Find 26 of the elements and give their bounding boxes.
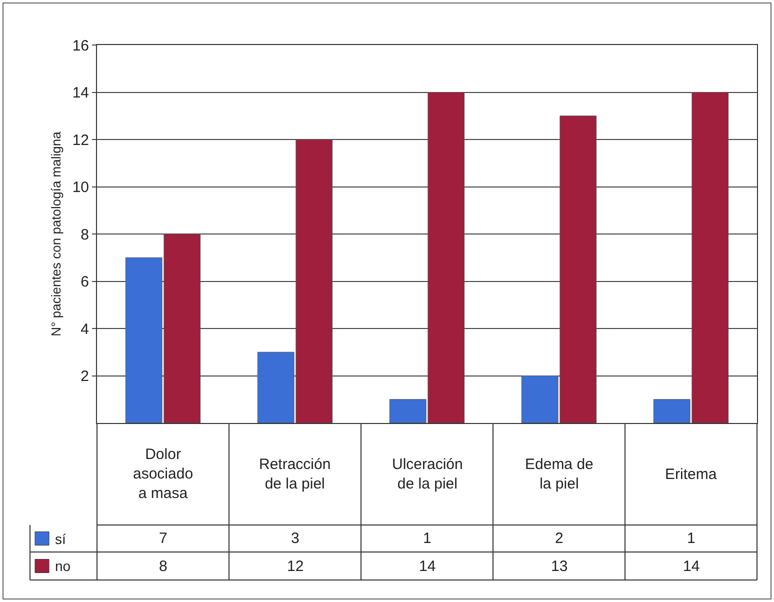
y-tick-label: 14 [72,84,89,102]
y-axis-title: N° pacientes con patología maligna [48,130,64,336]
y-tick-label: 8 [80,226,89,244]
data-label: 3 [291,530,300,547]
legend-label: no [55,558,71,574]
data-label: 14 [419,558,436,575]
y-tick-label: 6 [80,274,89,290]
x-tick-label: Edema de la piel [525,456,594,492]
y-tick-label: 12 [72,132,89,149]
data-label: 14 [683,558,700,575]
y-tick-label: 10 [72,179,89,196]
y-tick-label: 2 [80,368,89,385]
x-tick-label: Eritema [665,466,718,483]
data-label: 2 [555,530,564,547]
y-tick-label: 16 [72,37,89,54]
y-tick-label: 4 [80,320,89,338]
data-label: 1 [423,530,432,547]
data-label: 13 [551,558,568,575]
data-label: 7 [159,530,168,547]
data-label: 12 [287,558,304,575]
x-tick-label: Ulceración de la piel [392,456,463,492]
data-label: 1 [687,530,696,547]
data-label: 8 [159,558,168,575]
x-tick-label: Retracción de la piel [259,456,331,492]
legend-label: sí [55,531,66,547]
x-tick-label: Dolor asociado a masa [133,446,194,502]
